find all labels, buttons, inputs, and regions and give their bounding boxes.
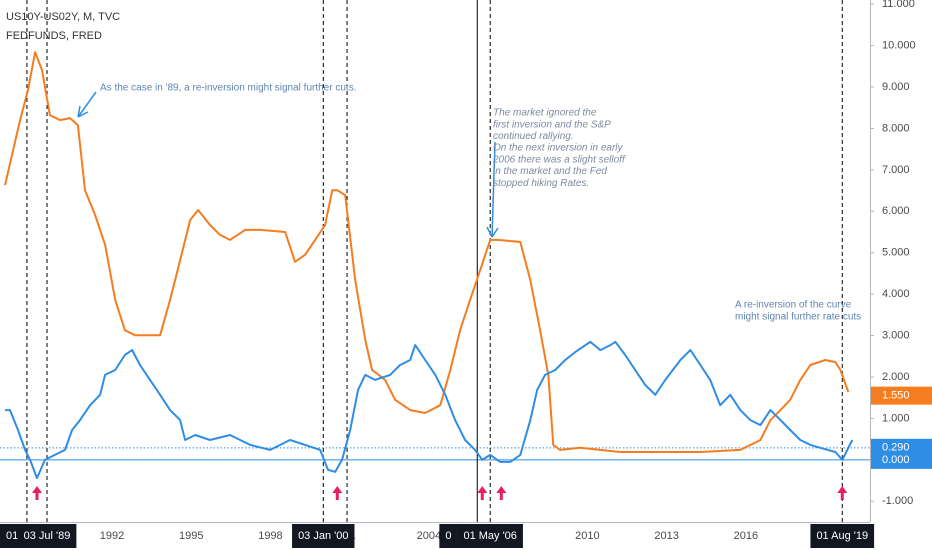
price-label-box (871, 386, 932, 405)
date-label: 03 Jul '89 (24, 530, 71, 542)
signal-arrow (332, 486, 343, 500)
y-tick-label: 4.000 (882, 288, 910, 300)
y-tick-label: 2.000 (882, 371, 910, 383)
x-tick-label: 2016 (734, 530, 758, 542)
signal-arrow (496, 486, 507, 500)
annotation-text: The market ignored the (493, 108, 597, 119)
y-tick-label: 1.000 (882, 412, 910, 424)
plot (0, 0, 870, 522)
y-tick-label: 5.000 (882, 247, 910, 259)
x-tick-label: 1995 (179, 530, 203, 542)
date-label: 01 Aug '19 (816, 530, 868, 542)
annotation-text: continued rallying. (493, 131, 574, 142)
x-tick-label: 1998 (258, 530, 282, 542)
y-tick-label: 6.000 (882, 205, 910, 217)
y-tick-label: 8.000 (882, 122, 910, 134)
annotation-text: first inversion and the S&P (493, 119, 611, 130)
x-tick-label: 2004 (417, 530, 441, 542)
price-label: 1.550 (882, 390, 910, 402)
signal-arrow (837, 486, 848, 500)
date-label: 03 Jan '00 (298, 530, 348, 542)
price-label-box (871, 450, 932, 469)
y-tick-label: -1.000 (882, 495, 913, 507)
y-tick-label: 10.000 (882, 39, 916, 51)
series-line (5, 340, 854, 480)
x-tick-label: 2013 (654, 530, 678, 542)
x-tick-label: 1992 (100, 530, 124, 542)
date-label: 01 May '06 (463, 530, 516, 542)
annotation-text: On the next inversion in early (493, 143, 624, 154)
signal-arrow (31, 486, 42, 500)
price-label: 0.290 (882, 442, 910, 454)
date-label-box (17, 524, 77, 548)
annotation-text: stopped hiking Rates. (493, 178, 589, 189)
annotation-text: 2006 there was a slight selloff (492, 154, 626, 165)
legend-text: FEDFUNDS, FRED (6, 30, 102, 42)
date-label-box (810, 524, 875, 548)
annotation-text: A re-inversion of the curve (735, 300, 852, 311)
annotation-text: in the market and the Fed (493, 166, 607, 177)
legend-text: US10Y-US02Y, M, TVC (6, 11, 120, 23)
annotation-text: As the case in '89, a re-inversion might… (100, 83, 356, 94)
signal-arrow (477, 486, 488, 500)
date-label-box (439, 524, 458, 548)
annotation-arrow (486, 141, 499, 238)
annotation-text: might signal further rate cuts (735, 311, 861, 322)
y-tick-label: 7.000 (882, 164, 910, 176)
x-tick-label: 2010 (575, 530, 599, 542)
date-label-box (457, 524, 523, 548)
date-label: 01 (6, 530, 18, 542)
y-tick-label: 11.000 (882, 0, 915, 10)
y-tick-label: 3.000 (882, 329, 910, 341)
date-label-box (292, 524, 355, 548)
price-label: 0.000 (882, 454, 910, 466)
series-line (4, 51, 850, 453)
y-tick-label: 9.000 (882, 81, 910, 93)
date-label: 0 (445, 530, 451, 542)
annotation-arrow (77, 91, 97, 118)
